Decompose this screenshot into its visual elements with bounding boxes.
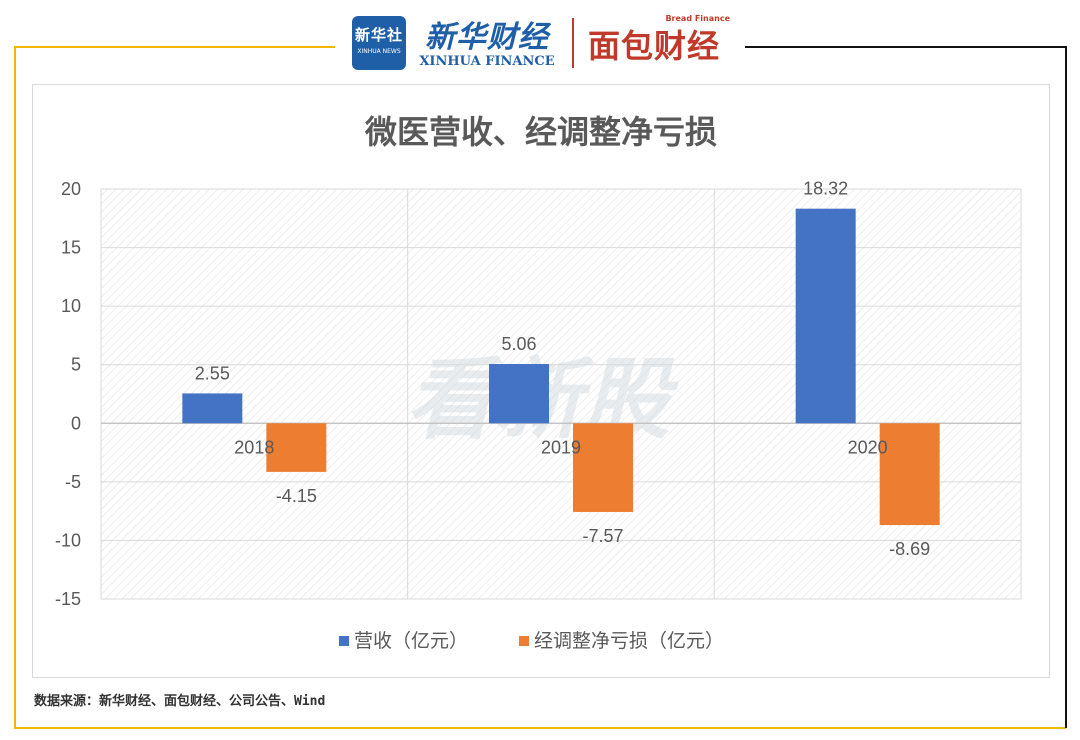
legend-swatch	[519, 636, 529, 646]
x-tick-label: 2019	[541, 437, 581, 457]
data-label: -8.69	[889, 539, 930, 559]
data-label: 5.06	[501, 334, 536, 354]
xinhua-finance-logo-cn: 新华财经	[425, 20, 549, 55]
bar-revenue-2020	[795, 208, 856, 424]
y-tick-label: 10	[61, 296, 81, 316]
data-label: 2.55	[195, 363, 230, 383]
xinhua-news-logo: 新华社 XINHUA NEWS	[352, 16, 406, 70]
xinhua-finance-logo: 新华财经 XINHUA FINANCE	[414, 12, 560, 69]
xinhua-news-logo-en: XINHUA NEWS	[357, 48, 401, 55]
plot-area	[101, 189, 1021, 599]
y-tick-label: -15	[55, 589, 81, 609]
bread-finance-logo-en: Bread Finance	[665, 14, 730, 23]
logo-divider	[572, 18, 574, 68]
x-tick-label: 2020	[848, 437, 888, 457]
bar-chart: 微医营收、经调整净亏损看新股20151050-5-10-152.555.0618…	[55, 113, 1022, 652]
bar-loss-2019	[573, 423, 633, 512]
xinhua-finance-logo-en: XINHUA FINANCE	[419, 54, 555, 69]
bar-revenue-2018	[182, 393, 243, 424]
bread-finance-logo-cn: 面包财经	[588, 27, 721, 65]
legend-swatch	[339, 636, 349, 646]
y-tick-label: -5	[65, 472, 81, 492]
y-tick-label: -10	[55, 530, 81, 550]
y-tick-label: 20	[61, 179, 81, 199]
x-tick-label: 2018	[234, 437, 274, 457]
bar-loss-2020	[879, 423, 940, 526]
data-label: 18.32	[803, 179, 848, 199]
data-label: -7.57	[582, 526, 623, 546]
data-label: -4.15	[276, 486, 317, 506]
chart-panel: 微医营收、经调整净亏损看新股20151050-5-10-152.555.0618…	[32, 84, 1050, 678]
legend-label: 经调整净亏损（亿元）	[534, 630, 724, 652]
bar-loss-2018	[266, 423, 327, 472]
y-tick-label: 0	[71, 413, 81, 433]
chart-title: 微医营收、经调整净亏损	[364, 113, 717, 151]
source-note: 数据来源：新华财经、面包财经、公司公告、Wind	[34, 694, 326, 709]
legend-label: 营收（亿元）	[354, 630, 468, 652]
y-tick-label: 5	[71, 355, 81, 375]
bar-revenue-2019	[489, 364, 549, 424]
xinhua-news-logo-cn: 新华社	[354, 26, 403, 44]
y-tick-label: 15	[61, 238, 81, 258]
bread-finance-logo: Bread Finance 面包财经	[588, 14, 730, 67]
